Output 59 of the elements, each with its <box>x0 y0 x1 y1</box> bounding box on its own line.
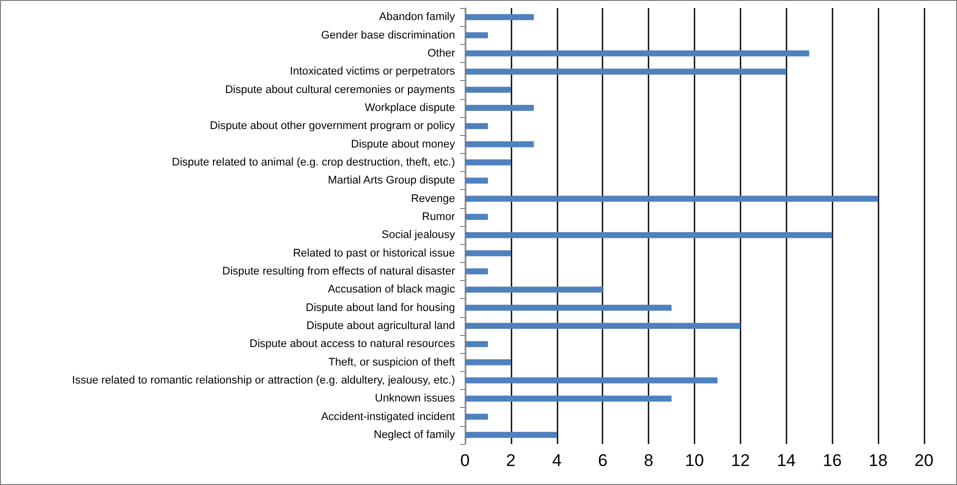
bar <box>465 214 488 220</box>
y-tick-label: Workplace dispute <box>364 102 455 114</box>
bar <box>465 86 511 93</box>
y-tick-label: Related to past or historical issue <box>292 247 455 260</box>
y-tick-label: Rumor <box>422 210 456 223</box>
y-tick-label: Dispute about money <box>351 138 456 150</box>
y-tick-label: Other <box>427 47 456 60</box>
y-tick-label: Dispute resulting from effects of natural disaster <box>222 265 456 278</box>
x-tick-label: 2 <box>506 451 516 470</box>
bar <box>465 68 786 75</box>
bar <box>465 141 534 148</box>
bar <box>465 341 488 348</box>
y-tick-label: Dispute about agricultural land <box>306 320 455 332</box>
x-tick-label: 10 <box>685 451 704 470</box>
bar <box>465 50 810 56</box>
x-tick-label: 6 <box>598 451 608 470</box>
bar <box>465 123 488 130</box>
y-tick-label: Intoxicated victims or perpetrators <box>290 66 456 78</box>
x-tick-label: 12 <box>730 451 750 470</box>
y-tick-label: Dispute about cultural ceremonies or payments <box>225 84 456 96</box>
y-tick-label: Martial Arts Group dispute <box>328 174 455 187</box>
y-tick-label: Unknown issues <box>374 392 456 405</box>
y-tick-label: Dispute about land for housing <box>306 302 455 314</box>
y-tick-label: Dispute about other government program or policy <box>210 120 456 132</box>
bar <box>465 304 672 311</box>
bar <box>465 268 488 274</box>
bar <box>465 286 603 293</box>
y-tick-label: Issue related to romantic relationship or attraction (e.g. aldultery, jealousy, etc.) <box>72 374 455 386</box>
bar <box>465 414 488 420</box>
y-tick-label: Dispute related to animal (e.g. crop destruction, theft, etc.) <box>172 156 455 168</box>
bar <box>465 178 488 184</box>
x-tick-label: 8 <box>644 451 654 470</box>
y-tick-label: Abandon family <box>379 11 456 24</box>
bar <box>465 32 488 38</box>
bar <box>465 432 557 438</box>
y-tick-label: Accident-instigated incident <box>321 410 455 423</box>
y-tick-label: Theft, or suspicion of theft <box>328 356 455 368</box>
y-tick-label: Revenge <box>410 192 455 205</box>
y-tick-label: Neglect of family <box>374 428 456 441</box>
bar <box>465 377 718 384</box>
bar <box>465 159 511 166</box>
x-tick-label: 20 <box>914 451 934 470</box>
x-tick-label: 18 <box>868 451 888 470</box>
bar <box>465 250 511 256</box>
bar <box>465 322 740 329</box>
bar <box>465 359 511 366</box>
x-tick-label: 16 <box>822 451 842 470</box>
bar <box>465 14 534 20</box>
y-tick-label: Dispute about access to natural resources <box>250 338 456 350</box>
bar <box>465 196 878 202</box>
x-tick-label: 14 <box>776 451 796 470</box>
y-tick-label: Accusation of black magic <box>328 284 456 296</box>
x-tick-label: 0 <box>460 451 470 470</box>
bar <box>465 396 672 402</box>
bar <box>465 104 534 111</box>
x-tick-label: 4 <box>552 451 562 470</box>
y-tick-label: Social jealousy <box>382 229 456 242</box>
bar <box>465 232 832 238</box>
y-tick-label: Gender base discrimination <box>321 29 455 42</box>
